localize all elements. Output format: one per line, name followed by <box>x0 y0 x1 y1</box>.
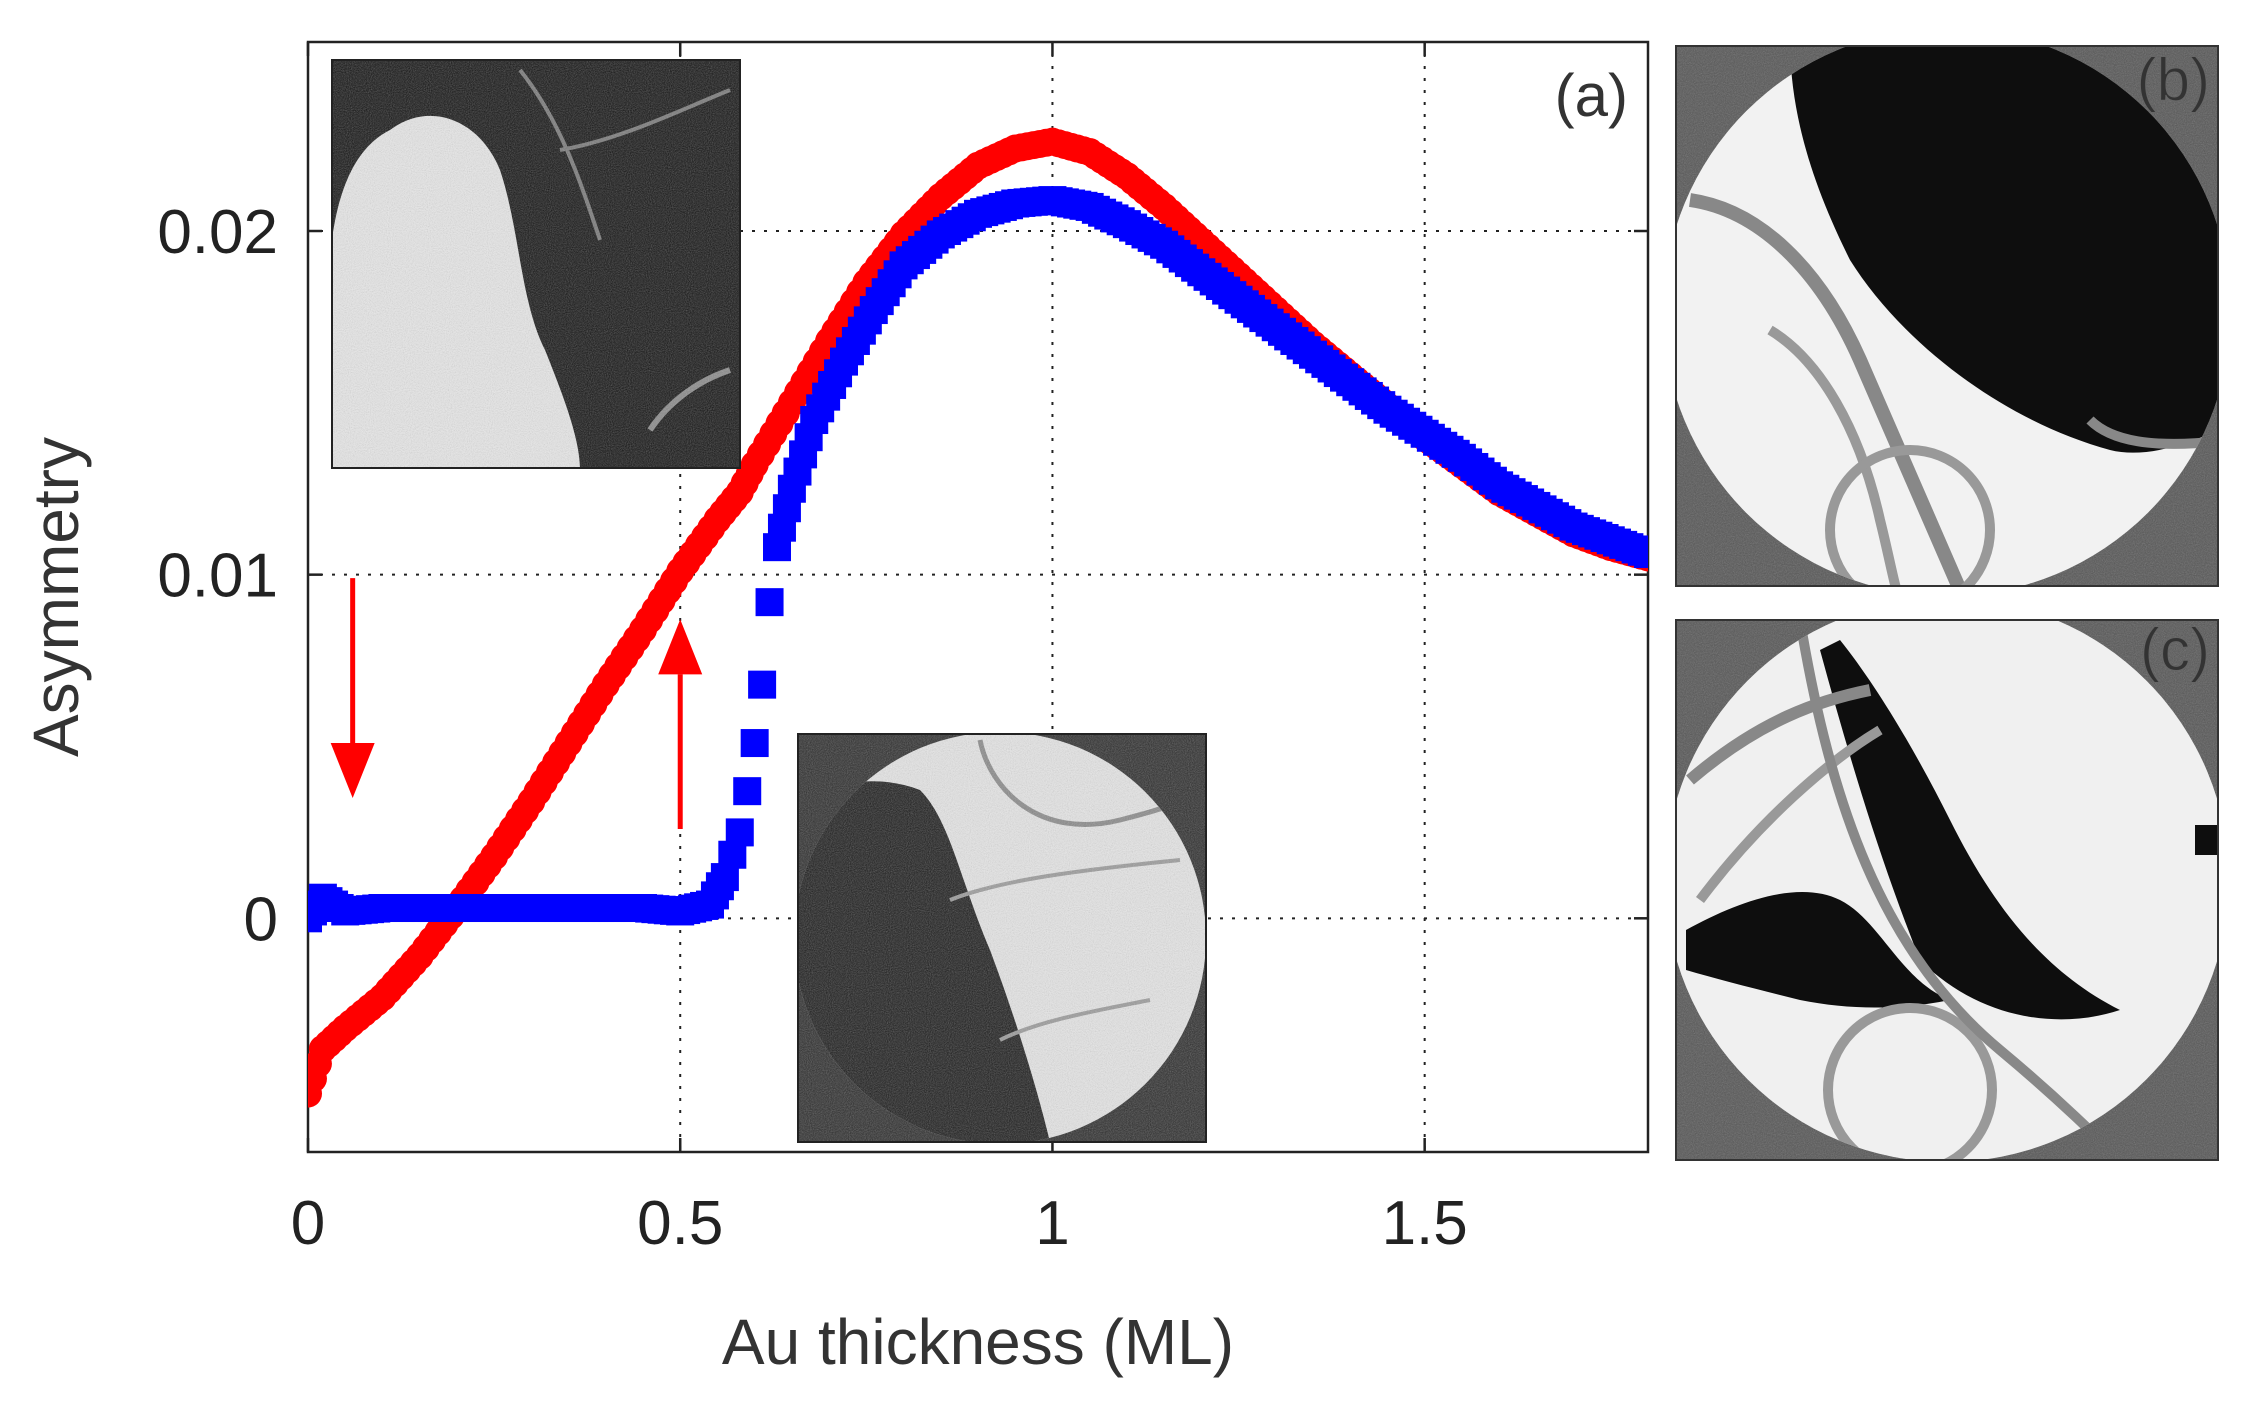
panel-label-b: (b) <box>2137 46 2210 113</box>
inset-image-top-left <box>332 60 740 468</box>
blue-point-75 <box>755 588 784 617</box>
y-tick-label-0: 0 <box>244 885 278 954</box>
inset-frame-top-left <box>331 59 741 469</box>
blue-point-218 <box>1634 540 1648 569</box>
y-tick-labels: 0 0.01 0.02 <box>157 198 278 954</box>
panel-label-a: (a) <box>1555 62 1628 129</box>
y-axis-title: Asymmetry <box>20 437 92 757</box>
x-tick-label-2: 1 <box>1035 1189 1069 1258</box>
x-tick-label-1: 0.5 <box>637 1189 723 1258</box>
x-axis-title: Au thickness (ML) <box>722 1306 1234 1378</box>
arrow-head-1 <box>658 619 703 675</box>
blue-point-71 <box>725 818 754 847</box>
arrows <box>330 578 703 829</box>
series-blue <box>308 186 1648 933</box>
y-tick-label-2: 0.02 <box>157 198 278 267</box>
side-panel-b-frame <box>1675 45 2219 587</box>
side-panel-b <box>1676 46 2218 586</box>
inset-frame-bottom-center <box>797 733 1207 1143</box>
arrow-head-0 <box>330 743 375 799</box>
side-panel-c-frame <box>1675 619 2219 1161</box>
x-tick-label-3: 1.5 <box>1382 1189 1468 1258</box>
side-panel-c <box>1676 620 2218 1160</box>
blue-point-74 <box>748 670 777 699</box>
inset-image-bottom-center <box>798 734 1206 1142</box>
axis-ticks <box>306 42 1648 1152</box>
x-tick-labels: 0 0.5 1 1.5 <box>291 1189 1468 1258</box>
blue-point-73 <box>740 729 769 758</box>
y-tick-label-1: 0.01 <box>157 542 278 611</box>
x-tick-label-0: 0 <box>291 1189 325 1258</box>
blue-point-72 <box>733 777 762 806</box>
panel-label-c: (c) <box>2140 616 2210 683</box>
